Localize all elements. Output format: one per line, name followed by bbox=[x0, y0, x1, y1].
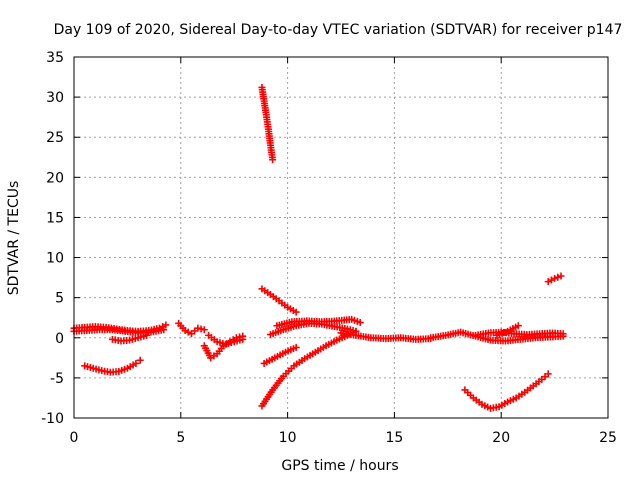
data-point-fill bbox=[289, 345, 297, 353]
series-arc-5 bbox=[175, 319, 208, 338]
data-point-fill bbox=[131, 335, 139, 343]
data-point-fill bbox=[236, 336, 244, 344]
y-tick-label: 5 bbox=[55, 291, 64, 307]
data-point-fill bbox=[191, 327, 199, 335]
series-arc-14 bbox=[337, 329, 435, 343]
data-point-fill bbox=[298, 356, 306, 364]
y-tick-label: 15 bbox=[46, 210, 64, 226]
data-point-fill bbox=[95, 366, 103, 374]
data-point-fill bbox=[309, 350, 317, 358]
y-tick-label: 20 bbox=[46, 170, 64, 186]
data-point-fill bbox=[279, 350, 287, 358]
data-point-fill bbox=[159, 323, 167, 331]
x-tick-label: 10 bbox=[279, 430, 297, 446]
data-point-fill bbox=[112, 368, 120, 376]
data-point-fill bbox=[277, 327, 285, 335]
y-tick-label: 0 bbox=[55, 331, 64, 347]
x-axis-label: GPS time / hours bbox=[281, 458, 398, 474]
series-arc-18 bbox=[461, 370, 552, 412]
data-point-fill bbox=[179, 324, 187, 332]
x-tick-label: 15 bbox=[385, 430, 403, 446]
data-point-fill bbox=[184, 328, 192, 336]
data-point-fill bbox=[319, 343, 327, 351]
series-arc-4 bbox=[81, 356, 144, 376]
y-tick-label: 35 bbox=[46, 50, 64, 66]
data-point-fill bbox=[349, 331, 357, 339]
data-point-fill bbox=[227, 339, 235, 347]
data-point-fill bbox=[267, 388, 275, 396]
data-point-fill bbox=[509, 395, 517, 403]
series-arc-9 bbox=[258, 285, 300, 316]
data-point-fill bbox=[272, 295, 280, 303]
x-tick-label: 5 bbox=[176, 430, 185, 446]
data-point-fill bbox=[197, 325, 205, 333]
data-point-fill bbox=[484, 336, 492, 344]
data-point-fill bbox=[285, 318, 293, 326]
data-point-fill bbox=[157, 326, 165, 334]
data-point-fill bbox=[210, 336, 218, 344]
series-arc-3 bbox=[108, 331, 151, 345]
x-tick-label: 0 bbox=[70, 430, 79, 446]
data-point-fill bbox=[484, 403, 492, 411]
y-tick-label: 10 bbox=[46, 251, 64, 267]
data-point-fill bbox=[439, 332, 447, 340]
grid bbox=[74, 57, 608, 418]
data-point-fill bbox=[210, 352, 218, 360]
y-tick-label: -5 bbox=[50, 371, 64, 387]
data-point-fill bbox=[140, 332, 148, 340]
data-point-fill bbox=[264, 289, 272, 297]
data-points bbox=[70, 83, 567, 412]
data-point-fill bbox=[289, 307, 297, 315]
data-point bbox=[557, 272, 565, 280]
y-tick-label: 30 bbox=[46, 90, 64, 106]
chart-title: Day 109 of 2020, Sidereal Day-to-day VTE… bbox=[54, 22, 623, 38]
series-arc-8 bbox=[258, 83, 277, 164]
y-tick-label: -10 bbox=[41, 411, 64, 427]
series-arc-7 bbox=[205, 331, 247, 348]
data-point-fill bbox=[217, 344, 225, 352]
data-point-fill bbox=[556, 330, 564, 338]
y-axis-label: SDTVAR / TECUs bbox=[6, 181, 22, 296]
data-point-fill bbox=[467, 391, 475, 399]
data-point-fill bbox=[535, 378, 543, 386]
data-point-fill bbox=[121, 365, 129, 373]
axis-ticks: 0 5 10 15 20 25 -10 -5 0 5 10 15 20 25 30 35 bbox=[41, 50, 617, 446]
data-point-fill bbox=[268, 355, 276, 363]
data-point-fill bbox=[526, 384, 534, 392]
data-point bbox=[200, 326, 208, 334]
x-tick-label: 20 bbox=[492, 430, 510, 446]
data-point-fill bbox=[86, 363, 94, 371]
data-point-fill bbox=[547, 276, 555, 284]
data-point-fill bbox=[512, 323, 520, 331]
data-point bbox=[136, 356, 144, 364]
series-arc-2 bbox=[70, 326, 168, 337]
y-tick-label: 25 bbox=[46, 130, 64, 146]
x-tick-label: 25 bbox=[599, 430, 617, 446]
data-point-fill bbox=[501, 400, 509, 408]
data-point-fill bbox=[518, 390, 526, 398]
data-point-fill bbox=[287, 364, 295, 372]
plot-frame bbox=[73, 56, 609, 419]
data-point-fill bbox=[278, 375, 286, 383]
data-point-fill bbox=[501, 328, 509, 336]
data-point-fill bbox=[123, 336, 131, 344]
data-point-fill bbox=[129, 361, 137, 369]
data-point-fill bbox=[492, 403, 500, 411]
series-arc-17 bbox=[493, 322, 522, 339]
data-point-fill bbox=[554, 273, 562, 281]
data-point-fill bbox=[341, 324, 349, 332]
data-point-fill bbox=[541, 373, 549, 381]
data-point-fill bbox=[330, 338, 338, 346]
data-point-fill bbox=[475, 398, 483, 406]
data-point-fill bbox=[281, 301, 289, 309]
data-point-fill bbox=[353, 317, 361, 325]
data-point-fill bbox=[345, 316, 353, 324]
data-point-fill bbox=[268, 153, 276, 161]
series-arc-10 bbox=[258, 327, 360, 410]
series-arc-11 bbox=[260, 343, 300, 367]
series-arc-19 bbox=[544, 272, 565, 286]
series-arc-13 bbox=[273, 315, 364, 330]
